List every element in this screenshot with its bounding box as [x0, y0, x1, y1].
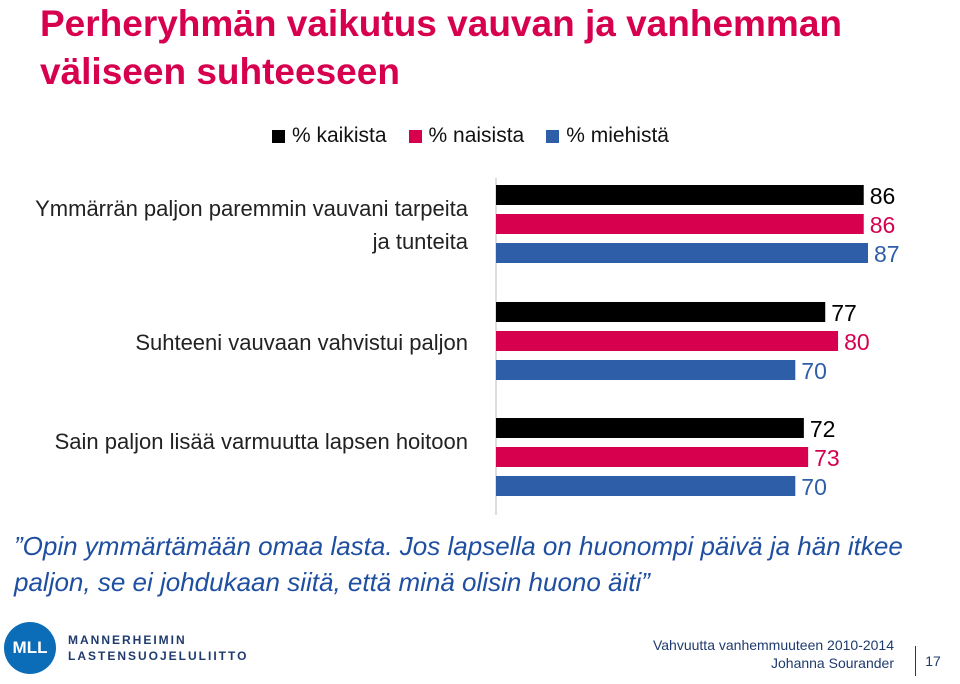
bar-chart: 86 86 87 77 80 70 72 73 70 [495, 178, 900, 515]
page-number: 17 [915, 646, 950, 676]
logo-line-1: MANNERHEIMIN [68, 633, 187, 647]
value-label-2-series-1: 77 [831, 300, 857, 326]
bar-2-series-2 [496, 331, 839, 351]
footer-project: Vahvuutta vanhemmuuteen 2010-2014 [652, 637, 894, 653]
bar-1-series-1 [496, 185, 864, 205]
logo-wordmark: MANNERHEIMIN LASTENSUOJELULIITTO [68, 632, 248, 664]
slide-title: Perheryhmän vaikutus vauvan ja vanhemman… [40, 3, 843, 92]
value-label-3-series-2: 73 [814, 445, 840, 471]
bar-1-series-3 [496, 243, 868, 263]
bar-1-series-2 [496, 214, 864, 234]
legend-item-naisista: % naisista [408, 124, 525, 148]
footer-author: Johanna Sourander [771, 655, 894, 671]
bar-3-series-3 [496, 476, 796, 496]
category-label-suhteeni: Suhteeni vauvaan vahvistui paljon [135, 330, 468, 355]
legend-swatch-miehista [546, 129, 560, 143]
bar-2-series-3 [496, 360, 796, 380]
logo-line-2: LASTENSUOJELULIITTO [68, 649, 249, 663]
footer-credits: Vahvuutta vanhemmuuteen 2010-2014 Johann… [653, 636, 894, 672]
category-label-ymmarran: Ymmärrän paljon paremmin vauvani tarpeit… [35, 196, 468, 254]
value-label-1-series-3: 87 [874, 241, 900, 267]
legend-item-miehista: % miehistä [546, 124, 669, 148]
legend-swatch-naisista [408, 129, 422, 143]
legend-label-miehista: % miehistä [566, 124, 669, 147]
logo-mark: MLL [4, 622, 56, 674]
value-label-1-series-2: 86 [870, 212, 896, 238]
value-label-3-series-1: 72 [810, 416, 836, 442]
bar-3-series-2 [496, 447, 809, 467]
legend-item-kaikista: % kaikista [272, 124, 387, 148]
legend-swatch-kaikista [272, 129, 285, 143]
legend-label-naisista: % naisista [428, 124, 525, 147]
mll-logo: MLL MANNERHEIMIN LASTENSUOJELULIITTO [4, 622, 248, 674]
chart-legend: % kaikista % naisista % miehistä [272, 124, 691, 148]
bar-3-series-1 [496, 418, 804, 438]
value-label-1-series-1: 86 [870, 183, 896, 209]
quote-text: ”Opin ymmärtämään omaa lasta. Jos lapsel… [14, 531, 903, 597]
legend-label-kaikista: % kaikista [292, 124, 387, 147]
value-label-2-series-3: 70 [801, 358, 827, 384]
bar-2-series-1 [496, 302, 826, 322]
value-label-3-series-3: 70 [801, 474, 827, 500]
value-label-2-series-2: 80 [844, 329, 870, 355]
category-label-varmuutta: Sain paljon lisää varmuutta lapsen hoito… [54, 429, 468, 454]
